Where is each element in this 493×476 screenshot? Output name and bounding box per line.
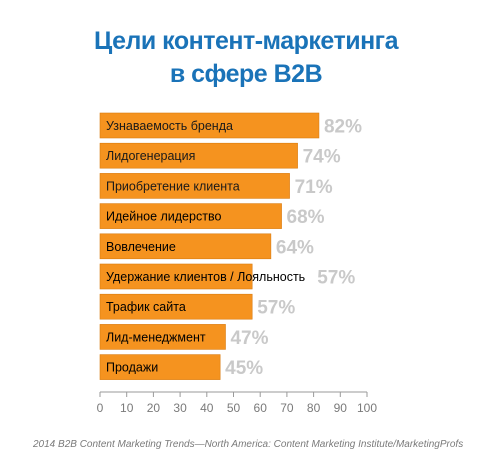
bar-value-label: 71% — [295, 177, 333, 198]
bar — [99, 173, 290, 199]
bar-value-label: 57% — [257, 298, 295, 319]
bar-category-label: Трафик сайта — [106, 300, 186, 314]
bar — [99, 354, 221, 380]
x-tick-label: 10 — [120, 401, 134, 415]
bar-category-label: Лид-менеджмент — [106, 330, 206, 344]
bar-category-label: Продажи — [106, 361, 158, 375]
bars-group: Узнаваемость бренда 82% Лидогенерация 74% Пр… — [99, 112, 362, 380]
source-note: 2014 B2B Content Marketing Trends—North … — [32, 439, 463, 450]
chart-title-line-2: в сфере B2B — [170, 60, 322, 88]
x-tick-label: 0 — [97, 401, 104, 415]
bar-value-label: 64% — [276, 237, 314, 258]
x-tick-label: 30 — [173, 401, 187, 415]
bar-category-label: Удержание клиентов / Лояльность — [106, 270, 305, 284]
bar — [99, 233, 272, 260]
bar-category-label: Вовлечение — [106, 240, 176, 254]
x-tick-label: 20 — [147, 401, 161, 415]
bar-value-label: 57% — [317, 268, 355, 289]
x-tick-label: 100 — [357, 401, 377, 415]
bar-value-label: 47% — [230, 328, 268, 349]
x-tick-label: 70 — [280, 401, 294, 415]
bar-category-label: Узнаваемость бренда — [106, 119, 233, 133]
bar — [99, 203, 282, 229]
bar — [99, 112, 320, 139]
bar-value-label: 68% — [287, 207, 325, 228]
bar-value-label: 74% — [303, 147, 341, 168]
x-tick-label: 80 — [307, 401, 321, 415]
bar-category-label: Приобретение клиента — [106, 179, 240, 193]
x-tick-label: 50 — [227, 401, 241, 415]
bar-category-label: Идейное лидерство — [106, 210, 221, 224]
x-tick-label: 40 — [200, 401, 214, 415]
bar — [99, 293, 253, 320]
x-tick-label: 60 — [254, 401, 268, 415]
bar-category-label: Лидогенерация — [106, 149, 195, 163]
bar — [99, 142, 298, 169]
x-tick-label: 90 — [334, 401, 348, 415]
x-axis: 0 10 20 30 40 50 60 70 80 90 100 — [97, 391, 377, 415]
bar — [99, 263, 253, 290]
bar-value-label: 82% — [324, 117, 362, 138]
chart-title-line-1: Цели контент-маркетинга — [94, 27, 400, 55]
bar — [99, 324, 226, 350]
bar-value-label: 45% — [225, 358, 263, 379]
